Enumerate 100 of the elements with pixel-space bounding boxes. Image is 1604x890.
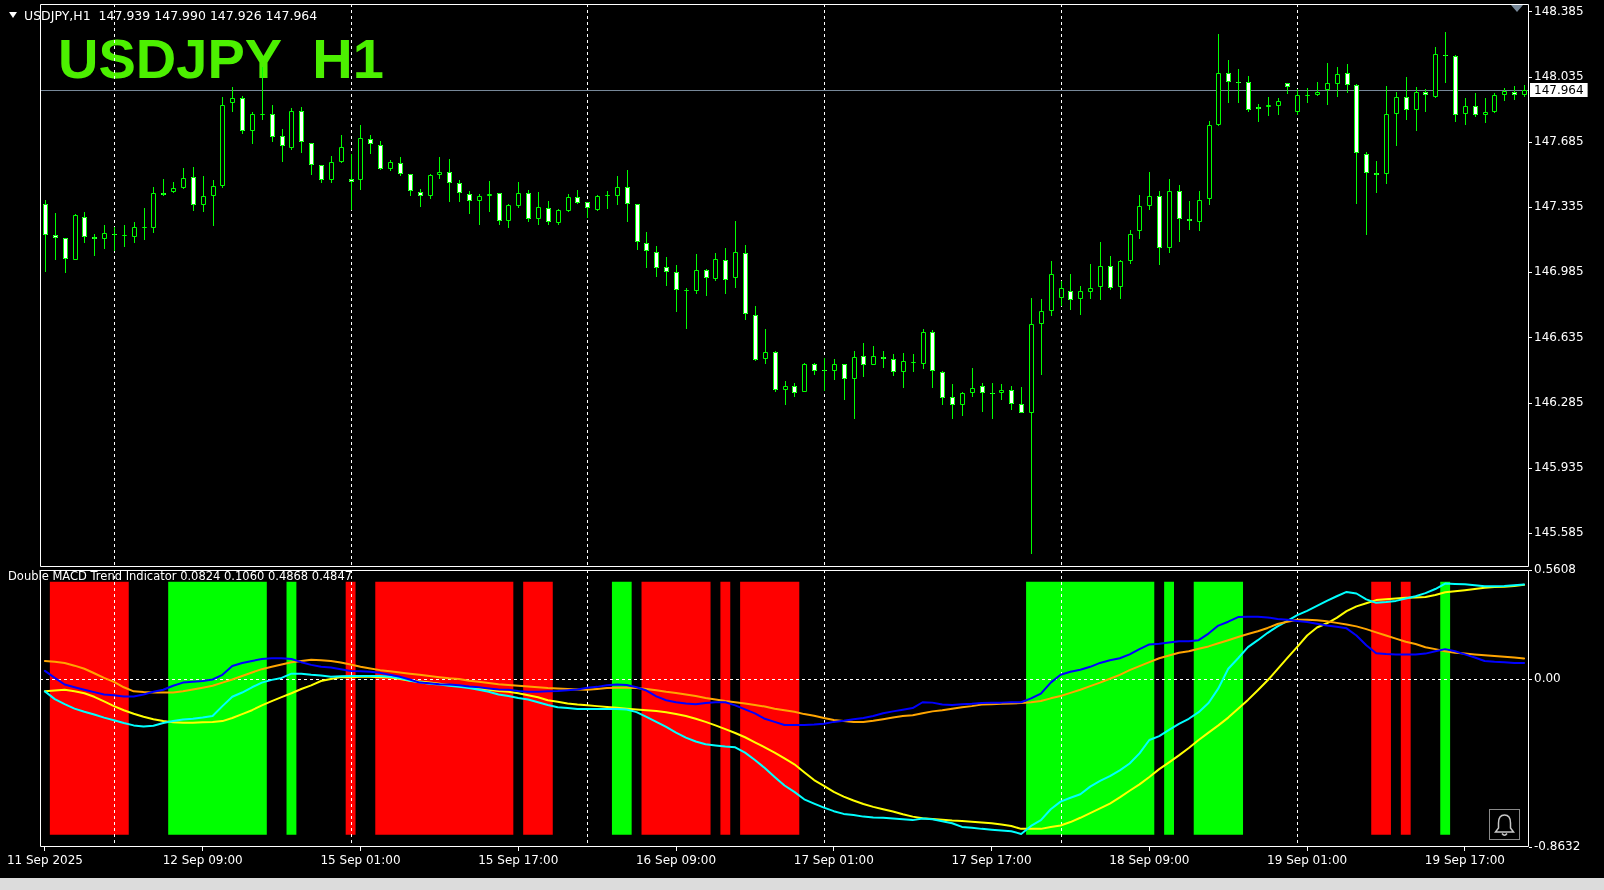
candlestick	[1029, 297, 1034, 555]
candlestick	[368, 134, 373, 155]
candlestick	[151, 186, 156, 234]
candlestick	[1019, 386, 1024, 414]
candlestick	[822, 357, 827, 392]
candlestick	[1414, 86, 1419, 132]
candlestick	[1068, 273, 1073, 311]
y-tick-label: 148.035	[1534, 68, 1584, 83]
candlestick	[921, 328, 926, 370]
candlestick	[487, 180, 492, 213]
x-tick-label: 18 Sep 09:00	[1109, 853, 1190, 868]
candlestick	[1167, 178, 1172, 254]
candlestick	[1266, 96, 1271, 117]
candlestick	[1039, 298, 1044, 376]
candlestick	[950, 383, 955, 420]
candlestick	[437, 156, 442, 180]
candlestick	[1423, 88, 1428, 113]
candlestick	[990, 382, 995, 420]
candlestick	[1088, 263, 1093, 300]
candlestick	[1364, 151, 1369, 236]
candlestick	[753, 305, 758, 362]
y-tick-label: 0.00	[1534, 671, 1561, 686]
candlestick	[1187, 200, 1192, 231]
candlestick	[230, 86, 235, 113]
y-tick-label: 146.635	[1534, 329, 1584, 344]
candlestick	[635, 203, 640, 251]
candlestick	[536, 191, 541, 226]
candlestick	[1197, 190, 1202, 232]
candlestick	[1473, 92, 1478, 118]
candlestick	[980, 382, 985, 413]
candlestick	[970, 367, 975, 398]
candlestick	[358, 124, 363, 191]
candlestick	[516, 181, 521, 209]
candlestick	[457, 179, 462, 203]
candlestick	[270, 104, 275, 143]
y-tick-label: 0.5608	[1534, 562, 1576, 577]
candlestick	[861, 342, 866, 378]
candlestick	[378, 140, 383, 171]
candlestick	[960, 391, 965, 417]
candlestick	[1354, 83, 1359, 205]
candlestick	[802, 362, 807, 393]
candlestick	[1118, 259, 1123, 300]
candlestick	[1177, 184, 1182, 243]
candlestick	[832, 358, 837, 381]
candlestick	[467, 190, 472, 215]
candlestick	[901, 352, 906, 389]
candlestick	[733, 220, 738, 289]
candlestick	[477, 193, 482, 226]
candlestick	[1049, 260, 1054, 317]
candlestick	[102, 224, 107, 250]
x-tick-label: 12 Sep 09:00	[162, 853, 243, 868]
candlestick	[1443, 31, 1448, 84]
x-tick-label: 17 Sep 17:00	[951, 853, 1032, 868]
candlestick	[713, 252, 718, 282]
candlestick	[1374, 160, 1379, 194]
x-tick-label: 17 Sep 01:00	[793, 853, 874, 868]
y-tick-label: 146.285	[1534, 394, 1584, 409]
candlestick	[674, 264, 679, 313]
candlestick	[497, 192, 502, 226]
y-tick-label: 146.985	[1534, 264, 1584, 279]
candlestick	[1384, 85, 1389, 185]
candlestick	[615, 175, 620, 206]
candlestick	[43, 199, 48, 273]
candlestick	[1216, 33, 1221, 127]
y-tick-label: 145.585	[1534, 525, 1584, 540]
candlestick	[132, 221, 137, 244]
candlestick	[447, 158, 452, 203]
candlestick	[1463, 97, 1468, 126]
x-tick-label: 16 Sep 09:00	[635, 853, 717, 868]
candlestick	[891, 353, 896, 377]
candlestick	[684, 287, 689, 330]
candlestick	[664, 256, 669, 287]
candlestick	[694, 253, 699, 295]
candlestick	[289, 107, 294, 151]
candlestick	[940, 370, 945, 406]
candlestick	[299, 106, 304, 154]
candlestick	[1335, 66, 1340, 98]
chart-title: USDJPY H1	[58, 27, 384, 90]
candlestick	[743, 244, 748, 321]
candlestick	[1009, 385, 1014, 411]
candlestick	[1078, 285, 1083, 316]
y-tick-label: 145.935	[1534, 460, 1584, 475]
candlestick	[871, 345, 876, 366]
candlestick	[1345, 63, 1350, 94]
y-tick-label: -0.8632	[1534, 839, 1581, 854]
candlestick	[1157, 190, 1162, 266]
candlestick	[1492, 92, 1497, 114]
candlestick	[73, 213, 78, 261]
candlestick	[1295, 88, 1300, 116]
candlestick	[506, 203, 511, 229]
candlestick	[644, 231, 649, 269]
candlestick	[339, 134, 344, 164]
candlestick	[783, 380, 788, 406]
candlestick	[211, 179, 216, 227]
candlestick	[1108, 255, 1113, 291]
candlestick	[201, 175, 206, 213]
candlestick	[704, 268, 709, 297]
candlestick	[428, 173, 433, 200]
candlestick	[625, 169, 630, 223]
candlestick	[605, 190, 610, 210]
